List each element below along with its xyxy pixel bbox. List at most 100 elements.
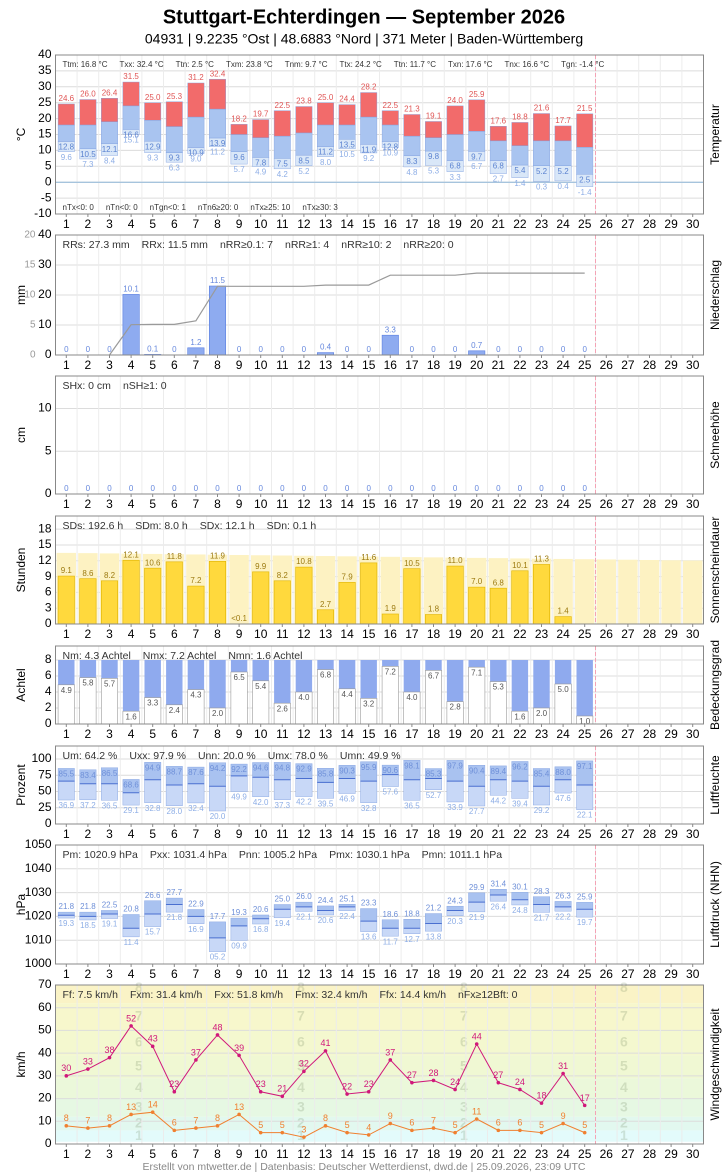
value-label: 6.5 <box>234 673 246 682</box>
point <box>129 1024 133 1028</box>
bar <box>58 660 75 685</box>
range-segment <box>533 140 550 166</box>
value-label: 10.6 <box>145 558 161 567</box>
value-label: 8.3 <box>406 157 418 166</box>
value-label: 13.8 <box>426 932 442 941</box>
value-label: 19.4 <box>275 919 291 928</box>
x-tick-label: 12 <box>297 627 311 641</box>
x-tick-label: 19 <box>448 727 462 741</box>
x-tick-label: 18 <box>427 827 441 841</box>
range-segment <box>273 909 291 919</box>
value-label: 1.4 <box>558 607 570 616</box>
x-tick-label: 30 <box>686 967 700 981</box>
value-label: 9.6 <box>234 153 246 162</box>
value-label: 26.4 <box>102 88 118 97</box>
value-label: 11.9 <box>210 551 226 560</box>
plot-frame <box>55 645 704 725</box>
value-label: 09.9 <box>231 942 247 951</box>
beaufort-label: 2 <box>297 1114 305 1130</box>
value-label: 57.6 <box>383 788 399 797</box>
bar <box>101 660 118 679</box>
x-tick-label: 18 <box>427 727 441 741</box>
value-label: 17 <box>580 1093 590 1103</box>
x-tick-label: 26 <box>600 1147 614 1161</box>
value-label: 86.5 <box>102 769 118 778</box>
bar <box>57 575 75 625</box>
x-tick-label: 20 <box>470 358 484 372</box>
value-label: 0 <box>280 484 285 493</box>
y-tick-label: 30 <box>38 79 52 93</box>
range-segment <box>252 137 270 158</box>
x-tick-label: 23 <box>535 827 549 841</box>
value-label: 0 <box>453 345 458 354</box>
value-label: 0 <box>582 345 587 354</box>
x-tick-label: 14 <box>340 967 354 981</box>
value-label: 0 <box>518 484 523 493</box>
range-segment <box>425 923 442 932</box>
range-segment <box>122 928 140 938</box>
value-label: 31 <box>558 1061 568 1071</box>
statistic: nRR≥0.1: 7 <box>220 239 273 251</box>
point <box>345 1092 349 1096</box>
beaufort-label: 1 <box>460 1127 468 1143</box>
statistic: Tgn: -1.4 °C <box>561 60 604 69</box>
value-label: 32 <box>299 1059 309 1069</box>
y-axis-title: °C <box>14 127 28 141</box>
value-label: 5 <box>345 1120 350 1130</box>
x-tick-label: 30 <box>686 727 700 741</box>
range-segment <box>468 131 486 152</box>
statistic: Nm: 4.3 Achtel <box>63 650 131 662</box>
x-tick-label: 11 <box>276 217 289 231</box>
value-label: 44.2 <box>491 796 507 805</box>
value-label: 44 <box>472 1031 482 1041</box>
y-tick-label: 0 <box>45 616 52 630</box>
y-tick-label: 20 <box>38 111 52 125</box>
point <box>474 1042 479 1046</box>
y-tick-label: 30 <box>38 1068 52 1082</box>
y-axis-title: Stunden <box>14 548 28 593</box>
x-tick-label: 9 <box>236 627 243 641</box>
y-tick-label: 4 <box>45 684 52 698</box>
y-tick-label: -10 <box>34 206 52 220</box>
value-label: 12.8 <box>59 143 75 152</box>
range-segment <box>144 102 162 121</box>
value-label: 13 <box>234 1102 244 1112</box>
bar <box>468 660 485 668</box>
x-tick-label: 3 <box>106 827 113 841</box>
value-label: 11.2 <box>210 148 226 157</box>
beaufort-label: 2 <box>135 1114 143 1130</box>
value-label: 12.1 <box>123 550 139 559</box>
range-segment <box>489 779 507 796</box>
statistic: RRs: 27.3 mm <box>63 239 130 251</box>
range-segment <box>403 135 421 157</box>
value-label: -1.4 <box>578 188 592 197</box>
value-label: 32.8 <box>145 804 161 813</box>
value-label: 36.5 <box>404 801 420 810</box>
x-tick-label: 26 <box>600 217 614 231</box>
x-tick-label: 20 <box>470 217 484 231</box>
value-label: 5.3 <box>493 683 505 692</box>
value-label: 9.9 <box>255 562 267 571</box>
value-label: 0 <box>366 345 371 354</box>
bar <box>360 660 377 699</box>
statistic: SDx: 12.1 h <box>200 520 255 532</box>
value-label: 0 <box>194 484 199 493</box>
x-tick-label: 19 <box>448 217 462 231</box>
value-label: 4.0 <box>406 693 418 702</box>
x-tick-label: 15 <box>362 827 376 841</box>
value-label: 20.6 <box>318 916 334 925</box>
value-label: 16.6 <box>123 131 139 140</box>
value-label: 9 <box>388 1111 393 1121</box>
x-tick-label: 4 <box>128 727 135 741</box>
x-tick-label: 21 <box>492 967 506 981</box>
value-label: 0 <box>323 484 328 493</box>
range-segment <box>576 113 594 148</box>
statistic: Fxm: 31.4 km/h <box>130 989 203 1001</box>
range-segment <box>209 78 226 110</box>
x-tick-label: 17 <box>405 358 419 372</box>
value-label: 8 <box>107 1113 112 1123</box>
x-tick-label: 19 <box>448 967 462 981</box>
bar <box>316 609 335 625</box>
value-label: 8 <box>64 1113 69 1123</box>
point <box>107 1055 112 1060</box>
